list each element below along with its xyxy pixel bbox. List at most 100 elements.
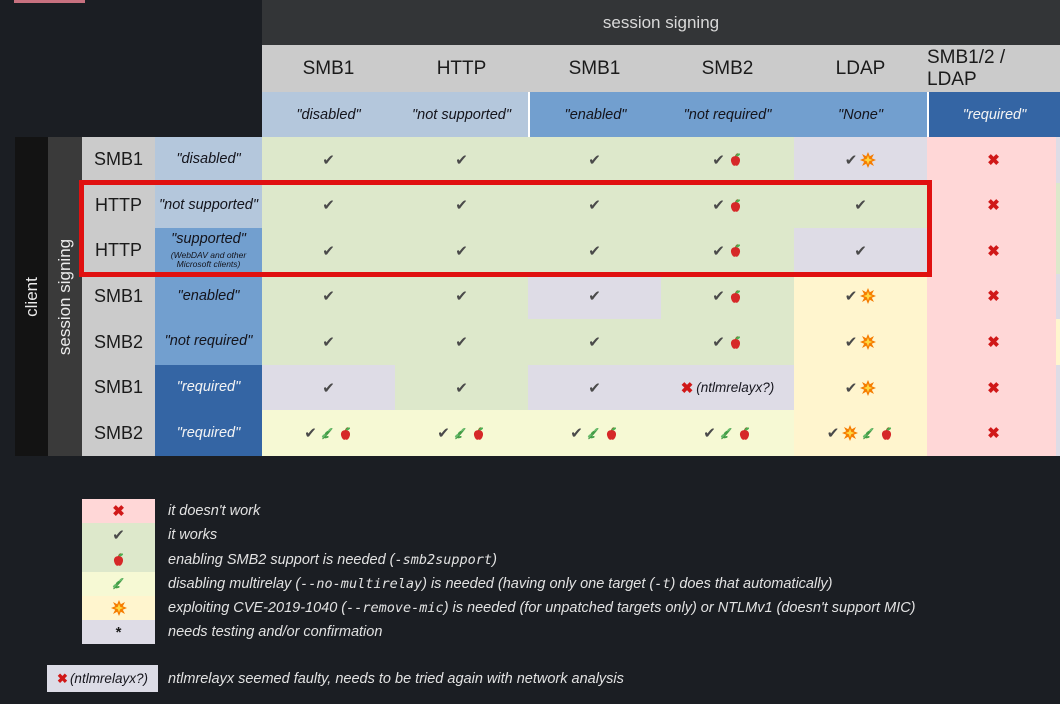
boom-icon — [842, 425, 859, 442]
row-protocol-header: SMB1 — [82, 137, 155, 183]
matrix-cell: ✔ — [395, 319, 528, 365]
legend-swatch — [82, 571, 155, 596]
column-signing-subheader: "not required" — [661, 92, 794, 137]
check-icon: ✔ — [712, 334, 725, 352]
check-icon: ✔ — [455, 334, 468, 352]
row-signing-header: "required" — [155, 410, 262, 456]
check-icon: ✔ — [322, 242, 335, 260]
check-icon: ✔ — [322, 379, 335, 397]
check-icon: ✔ — [112, 527, 125, 545]
apple-icon — [737, 426, 752, 441]
edge-strip-segment — [1056, 319, 1060, 365]
herb-icon — [111, 576, 126, 591]
matrix-cell: ✔ — [262, 364, 395, 411]
legend-text-segment: ) is needed (for unpatched targets only)… — [443, 599, 916, 616]
matrix-cell: ✖ — [927, 228, 1060, 274]
legend-swatch: * — [82, 620, 155, 645]
legend-swatch — [82, 595, 155, 621]
matrix-cell: ✔ — [528, 319, 661, 365]
session-signing-axis-column: session signing — [48, 137, 82, 456]
matrix-cell: ✔ — [262, 182, 395, 229]
x-icon: ✖ — [987, 242, 1000, 260]
edge-strip-segment — [1056, 228, 1060, 274]
row-protocol-header: SMB2 — [82, 410, 155, 456]
row-protocol-header: HTTP — [82, 182, 155, 229]
matrix-cell: ✔ — [395, 410, 528, 456]
apple-icon — [728, 335, 743, 350]
matrix-cell: ✔ — [395, 364, 528, 411]
row-signing-value: "supported" — [171, 231, 246, 248]
check-icon: ✔ — [570, 425, 583, 443]
check-icon: ✔ — [712, 242, 725, 260]
legend-text-segment: enabling SMB2 support is needed ( — [168, 551, 395, 568]
legend-swatch — [82, 547, 155, 572]
row-protocol-header: SMB1 — [82, 273, 155, 320]
legend-text: it doesn't work — [168, 499, 916, 523]
column-signing-subheader: "None" — [794, 92, 927, 137]
matrix-cell: ✔ — [794, 319, 927, 365]
matrix-cell: ✔ — [661, 182, 794, 229]
apple-icon — [728, 289, 743, 304]
apple-icon — [338, 426, 353, 441]
x-icon: ✖ — [987, 197, 1000, 215]
check-icon: ✔ — [712, 197, 725, 215]
column-header: LDAP — [835, 57, 886, 79]
check-icon: ✔ — [322, 197, 335, 215]
matrix-cell: ✔ — [395, 182, 528, 229]
x-icon: ✖ — [987, 379, 1000, 397]
footnote-swatch-label: (ntlmrelayx?) — [69, 671, 148, 686]
legend-text-segment: exploiting CVE-2019-1040 ( — [168, 599, 347, 616]
check-icon: ✔ — [455, 197, 468, 215]
matrix-cell: ✔ — [528, 182, 661, 229]
row-signing-value: "enabled" — [177, 287, 240, 304]
column-header: SMB1 — [568, 57, 621, 79]
legend-code-segment: -smb2support — [394, 551, 493, 568]
check-icon: ✔ — [703, 425, 716, 443]
legend-code-segment: --remove-mic — [346, 599, 444, 616]
herb-icon — [586, 426, 601, 441]
matrix-cell: ✔ — [794, 228, 927, 274]
row-signing-value: "required" — [176, 424, 241, 441]
matrix-cell: ✔ — [262, 410, 395, 456]
session-signing-group-header: session signing — [262, 0, 1060, 45]
check-icon: ✔ — [712, 151, 725, 169]
column-signing-subheader: "not supported" — [395, 92, 528, 137]
matrix-cell: ✖ — [927, 182, 1060, 229]
check-icon: ✔ — [455, 151, 468, 169]
matrix-cell: ✔ — [794, 364, 927, 411]
legend-text: needs testing and/or confirmation — [168, 620, 916, 644]
check-icon: ✔ — [588, 242, 601, 260]
asterisk-icon: * — [115, 623, 122, 641]
row-signing-header: "disabled" — [155, 137, 262, 183]
apple-icon — [604, 426, 619, 441]
edge-strip-segment — [1056, 410, 1060, 457]
legend-text: exploiting CVE-2019-1040 (--remove-mic) … — [168, 596, 916, 620]
column-header: SMB1 — [302, 57, 355, 79]
check-icon: ✔ — [455, 288, 468, 306]
apple-icon — [728, 243, 743, 258]
legend-text-segment: ) is needed (having only one target ( — [422, 575, 655, 592]
x-icon: ✖ — [57, 670, 68, 686]
matrix-cell: ✖ — [927, 137, 1060, 183]
row-signing-note: (WebDAV and other Microsoft clients) — [170, 249, 247, 270]
matrix-cell: ✔ — [395, 273, 528, 320]
compatibility-matrix-grid: ✔ ✔ ✔ ✔ ✔ ✖ ✔ ✔ ✔ ✔ ✔ ✖ ✔ ✔ ✔ ✔ ✔ ✖ ✔ ✔ ✔ ✔ ✔ ✖ ✔ ✔ ✔ ✔ ✔ ✖ ✔ ✔ ✔ ✖ (ntlmr… — [262, 137, 1060, 456]
cell-note: (ntlmrelayx?) — [696, 380, 775, 396]
matrix-cell: ✔ — [794, 182, 927, 229]
boom-icon — [860, 288, 877, 305]
legend-text-segment: needs testing and/or confirmation — [168, 624, 383, 641]
check-icon: ✔ — [712, 288, 725, 306]
row-signing-header: "enabled" — [155, 273, 262, 320]
matrix-cell: ✔ — [262, 137, 395, 183]
matrix-cell: ✔ — [528, 273, 661, 320]
legend-swatch: ✖ — [82, 499, 155, 524]
row-protocol-header: SMB2 — [82, 319, 155, 365]
legend-swatch-column: ✖ ✔ * — [82, 499, 155, 645]
check-icon: ✔ — [854, 197, 867, 215]
row-protocol-header: HTTP — [82, 228, 155, 274]
boom-icon — [860, 334, 877, 351]
row-signing-header: "not required" — [155, 319, 262, 365]
row-signing-header: "required" — [155, 364, 262, 411]
footnote-swatch: ✖ (ntlmrelayx?) — [47, 665, 158, 692]
